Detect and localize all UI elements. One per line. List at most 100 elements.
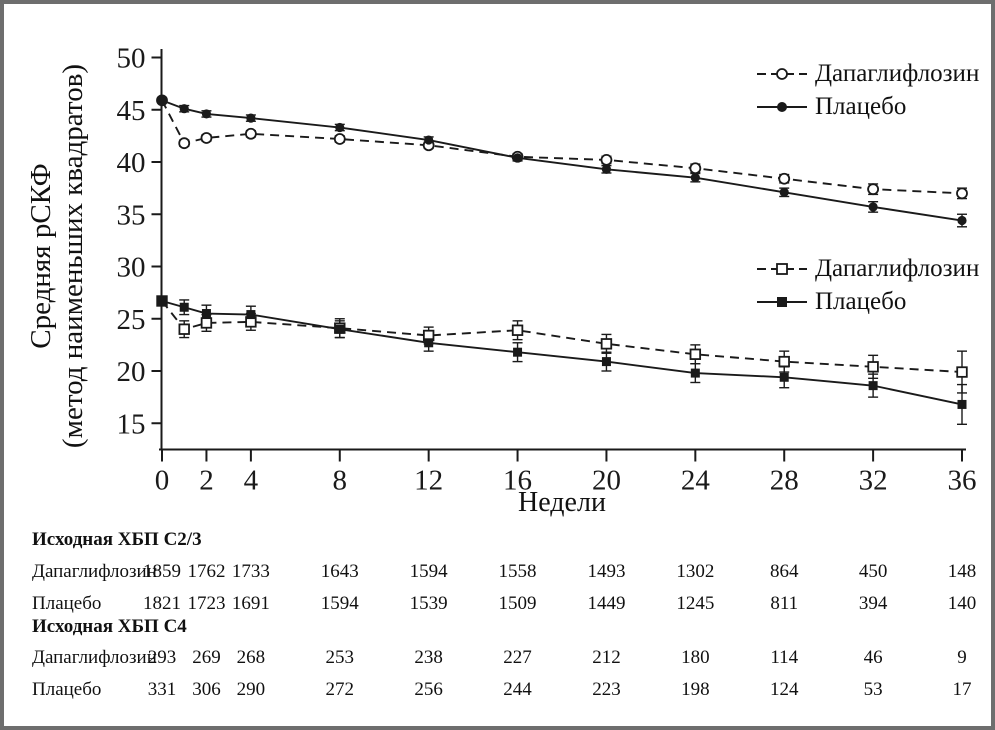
data-point-open-square <box>689 348 702 360</box>
data-point-open-circle <box>200 132 213 144</box>
risk-table-count: 244 <box>503 679 532 700</box>
data-point-open-square <box>200 317 213 329</box>
risk-table-count: 140 <box>947 593 977 614</box>
data-point-filled-square <box>424 338 434 348</box>
y-tick-label: 35 <box>117 199 146 231</box>
risk-table-count: 1245 <box>676 593 715 614</box>
data-point-open-circle <box>778 172 791 185</box>
risk-table-count: 306 <box>192 679 221 700</box>
data-point-open-square <box>600 338 613 350</box>
y-tick-label: 25 <box>117 304 146 336</box>
risk-table-count: 1821 <box>143 593 181 614</box>
data-point-filled-square <box>868 381 878 391</box>
data-point-filled-square <box>513 347 523 357</box>
risk-table-count: 148 <box>947 561 977 582</box>
risk-table-count: 1859 <box>143 561 181 582</box>
data-point-filled-circle <box>690 173 700 183</box>
risk-table-count: 238 <box>414 647 443 668</box>
data-point-open-square <box>511 324 524 336</box>
legend-item-ckd23-dapagliflozin: Дапаглифлозин <box>756 57 979 90</box>
solid-filled-square-marker-icon <box>757 296 807 307</box>
risk-table-group-header: Исходная ХБП С4 <box>4 614 991 640</box>
data-point-open-square <box>178 323 190 335</box>
risk-table-count: 293 <box>147 647 177 668</box>
x-tick-label: 4 <box>244 465 259 497</box>
risk-table-count: 1594 <box>409 561 448 582</box>
x-tick-label: 12 <box>414 465 443 497</box>
risk-table-row: Дапаглифлозин 293 269 268 253 238 227 212 180 114… <box>4 645 991 671</box>
data-point-open-square <box>956 366 968 378</box>
risk-table-count: 1539 <box>409 593 448 614</box>
risk-table-count: 223 <box>592 679 621 700</box>
risk-table-count: 811 <box>770 593 799 614</box>
risk-table-count: 268 <box>236 647 266 668</box>
data-point-filled-square <box>957 399 967 409</box>
legend-ckd23: Дапаглифлозин Плацебо <box>756 57 979 123</box>
risk-table-count: 1509 <box>498 593 537 614</box>
data-point-filled-square <box>201 309 211 319</box>
risk-table-row-label: Дапаглифлозин <box>32 647 157 668</box>
y-tick-label: 20 <box>117 356 146 388</box>
risk-table-group-header: Исходная ХБП С2/3 <box>4 527 991 553</box>
legend-label: Плацебо <box>815 288 907 315</box>
x-axis-title: Недели <box>518 487 606 518</box>
data-point-filled-circle <box>179 104 189 114</box>
data-point-open-circle <box>956 187 968 200</box>
risk-table-count: 256 <box>414 679 443 700</box>
dashed-open-square-marker-icon <box>757 262 807 275</box>
x-tick-label: 16 <box>503 465 532 497</box>
risk-table-count: 1302 <box>676 561 715 582</box>
risk-table-count: 269 <box>192 647 221 668</box>
data-point-filled-circle <box>246 113 256 123</box>
risk-table-count: 227 <box>503 647 532 668</box>
y-tick-label: 30 <box>117 252 146 284</box>
data-point-filled-square <box>335 324 345 334</box>
x-tick-label: 2 <box>199 465 214 497</box>
data-point-filled-circle <box>868 202 878 212</box>
data-point-open-square <box>867 361 879 373</box>
legend-label: Дапаглифлозин <box>815 60 980 87</box>
data-point-filled-circle <box>157 95 167 105</box>
risk-table-count: 394 <box>858 593 888 614</box>
risk-table-count: 1691 <box>231 593 270 614</box>
x-tick-label: 32 <box>859 465 888 497</box>
risk-table-count: 17 <box>952 679 972 700</box>
risk-table-count: 1493 <box>587 561 626 582</box>
risk-table-row-label: Плацебо <box>32 679 102 700</box>
x-tick-label: 20 <box>592 465 621 497</box>
risk-table-row-label: Плацебо <box>32 593 102 614</box>
risk-table-count: 1723 <box>187 593 226 614</box>
risk-table-count: 1558 <box>498 561 537 582</box>
risk-table-count: 253 <box>325 647 355 668</box>
data-point-open-square <box>778 355 790 368</box>
risk-table-count: 864 <box>769 561 799 582</box>
risk-table-count: 124 <box>769 679 799 700</box>
risk-table-count: 1449 <box>587 593 626 614</box>
x-tick-label: 0 <box>155 465 170 497</box>
data-point-filled-square <box>601 357 611 367</box>
legend-ckd4: Дапаглифлозин Плацебо <box>756 252 979 318</box>
data-point-filled-circle <box>779 187 789 197</box>
legend-item-ckd23-placebo: Плацебо <box>756 90 979 123</box>
risk-table-count: 290 <box>236 679 266 700</box>
risk-table-count: 1594 <box>320 593 359 614</box>
risk-table-count: 1733 <box>231 561 270 582</box>
legend-item-ckd4-placebo: Плацебо <box>756 285 979 318</box>
risk-table-count: 9 <box>957 647 967 668</box>
data-point-open-circle <box>244 127 257 140</box>
x-tick-label: 8 <box>333 465 348 497</box>
risk-table-count: 180 <box>681 647 710 668</box>
legend-label: Плацебо <box>815 93 907 120</box>
risk-table-count: 272 <box>325 679 355 700</box>
risk-table-row: Дапаглифлозин 1859 1762 1733 1643 1594 1558 149… <box>4 559 991 585</box>
risk-table-row-label: Исходная ХБП С4 <box>32 616 187 637</box>
risk-table-count: 450 <box>858 561 888 582</box>
risk-table-count: 198 <box>681 679 710 700</box>
risk-table-row-label: Дапаглифлозин <box>32 561 157 582</box>
y-tick-label: 15 <box>117 408 146 440</box>
risk-table-count: 331 <box>147 679 177 700</box>
x-tick-label: 36 <box>947 465 976 497</box>
risk-table-count: 46 <box>863 647 883 668</box>
